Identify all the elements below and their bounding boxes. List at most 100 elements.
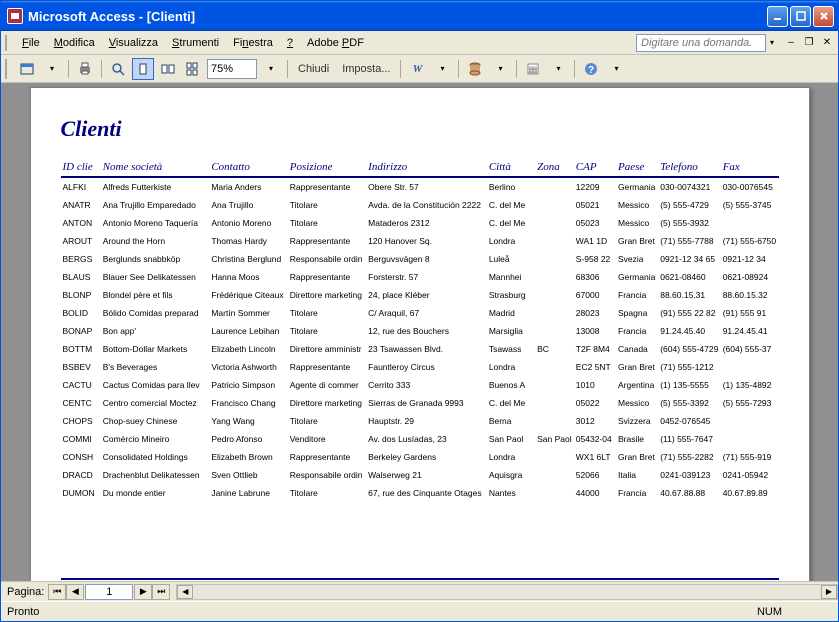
table-cell (535, 322, 574, 340)
table-cell: COMMI (61, 430, 101, 448)
table-cell (535, 177, 574, 196)
zoom-dropdown[interactable]: ▾ (260, 58, 282, 80)
table-row: COMMIComércio MineiroPedro AfonsoVendito… (61, 430, 779, 448)
table-cell: Spagna (616, 304, 658, 322)
page-label: Pagina: (7, 586, 44, 598)
table-cell: C. del Me (487, 196, 535, 214)
menu-finestra[interactable]: Finestra (226, 34, 280, 52)
table-cell (721, 412, 779, 430)
table-cell: 0621-08924 (721, 268, 779, 286)
mdi-minimize[interactable]: – (784, 36, 798, 50)
close-preview-button[interactable]: Chiudi (293, 63, 334, 75)
close-button[interactable] (813, 6, 834, 27)
scroll-right-button[interactable]: ▶ (821, 585, 837, 599)
two-page-button[interactable] (157, 58, 179, 80)
table-cell: Agente di commer (288, 376, 366, 394)
table-cell: 0621-08460 (658, 268, 720, 286)
horizontal-scrollbar[interactable]: ◀ ▶ (176, 584, 838, 600)
view-button[interactable] (16, 58, 38, 80)
menu-file[interactable]: File (15, 34, 47, 52)
table-cell: (5) 555-3932 (658, 214, 720, 232)
one-page-button[interactable] (132, 58, 154, 80)
table-cell: Francisco Chang (209, 394, 287, 412)
table-cell: CENTC (61, 394, 101, 412)
table-cell: Around the Horn (101, 232, 210, 250)
help-search-input[interactable] (636, 34, 766, 52)
table-cell: 52066 (574, 466, 616, 484)
mdi-restore[interactable]: ❐ (802, 36, 816, 50)
column-header: Contatto (209, 158, 287, 177)
table-cell: Direttore marketing (288, 394, 366, 412)
table-cell: 030-0076545 (721, 177, 779, 196)
zoom-button[interactable] (107, 58, 129, 80)
table-cell: (71) 555-2282 (658, 448, 720, 466)
table-cell: BOLID (61, 304, 101, 322)
menu-strumenti[interactable]: Strumenti (165, 34, 226, 52)
table-cell: 0921-12 34 (721, 250, 779, 268)
minimize-button[interactable] (767, 6, 788, 27)
menu-adobe[interactable]: Adobe PDF (300, 34, 371, 52)
zoom-input[interactable] (207, 59, 257, 79)
database-button[interactable] (464, 58, 486, 80)
word-dropdown[interactable]: ▾ (431, 58, 453, 80)
table-cell: Berkeley Gardens (366, 448, 487, 466)
page-setup-button[interactable]: Imposta... (337, 63, 395, 75)
menu-visualizza[interactable]: Visualizza (102, 34, 165, 52)
multi-page-button[interactable] (182, 58, 204, 80)
table-cell: Berna (487, 412, 535, 430)
table-cell (535, 304, 574, 322)
table-cell: Titolare (288, 214, 366, 232)
table-cell: Venditore (288, 430, 366, 448)
mdi-close[interactable]: ✕ (820, 36, 834, 50)
table-cell: 44000 (574, 484, 616, 502)
table-cell: BERGS (61, 250, 101, 268)
table-row: BLONPBlondel père et filsFrédérique Cite… (61, 286, 779, 304)
table-cell (535, 358, 574, 376)
search-dropdown[interactable]: ▾ (770, 38, 780, 47)
print-button[interactable] (74, 58, 96, 80)
menu-modifica[interactable]: Modifica (47, 34, 102, 52)
table-cell: 88.60.15.32 (721, 286, 779, 304)
table-cell: 12209 (574, 177, 616, 196)
scroll-left-button[interactable]: ◀ (177, 585, 193, 599)
table-cell: 88.60.15.31 (658, 286, 720, 304)
column-header: Telefono (658, 158, 720, 177)
help-dropdown[interactable]: ▾ (605, 58, 627, 80)
new-object-button[interactable]: ▦ (522, 58, 544, 80)
table-cell: Responsabile ordin (288, 250, 366, 268)
table-cell: 1010 (574, 376, 616, 394)
table-cell: Bottom-Dollar Markets (101, 340, 210, 358)
table-cell: Forsterstr. 57 (366, 268, 487, 286)
prev-page-button[interactable]: ◀ (66, 584, 84, 600)
table-row: CACTUCactus Comidas para llevPatricio Si… (61, 376, 779, 394)
menu-help[interactable]: ? (280, 34, 300, 52)
database-dropdown[interactable]: ▾ (489, 58, 511, 80)
status-num: NUM (757, 606, 782, 618)
table-cell: San Paol (535, 430, 574, 448)
page-number-input[interactable] (85, 584, 133, 600)
last-page-button[interactable]: ⏭ (152, 584, 170, 600)
help-button[interactable]: ? (580, 58, 602, 80)
table-cell: Janine Labrune (209, 484, 287, 502)
table-cell (535, 214, 574, 232)
new-object-dropdown[interactable]: ▾ (547, 58, 569, 80)
table-cell: 13008 (574, 322, 616, 340)
table-cell: 0452-076545 (658, 412, 720, 430)
table-cell: 05432-04 (574, 430, 616, 448)
maximize-button[interactable] (790, 6, 811, 27)
table-cell: Marsiglia (487, 322, 535, 340)
table-cell: Francia (616, 286, 658, 304)
table-cell: Victoria Ashworth (209, 358, 287, 376)
table-cell: Argentina (616, 376, 658, 394)
table-cell: (5) 555-7293 (721, 394, 779, 412)
first-page-button[interactable]: ⏮ (48, 584, 66, 600)
table-cell: Berglunds snabbköp (101, 250, 210, 268)
word-export-button[interactable]: W (406, 58, 428, 80)
view-dropdown[interactable]: ▾ (41, 58, 63, 80)
table-cell: Cerrito 333 (366, 376, 487, 394)
table-cell: C. del Me (487, 214, 535, 232)
table-cell: 030-0074321 (658, 177, 720, 196)
next-page-button[interactable]: ▶ (134, 584, 152, 600)
table-cell: 0241-039123 (658, 466, 720, 484)
table-cell: Elizabeth Lincoln (209, 340, 287, 358)
